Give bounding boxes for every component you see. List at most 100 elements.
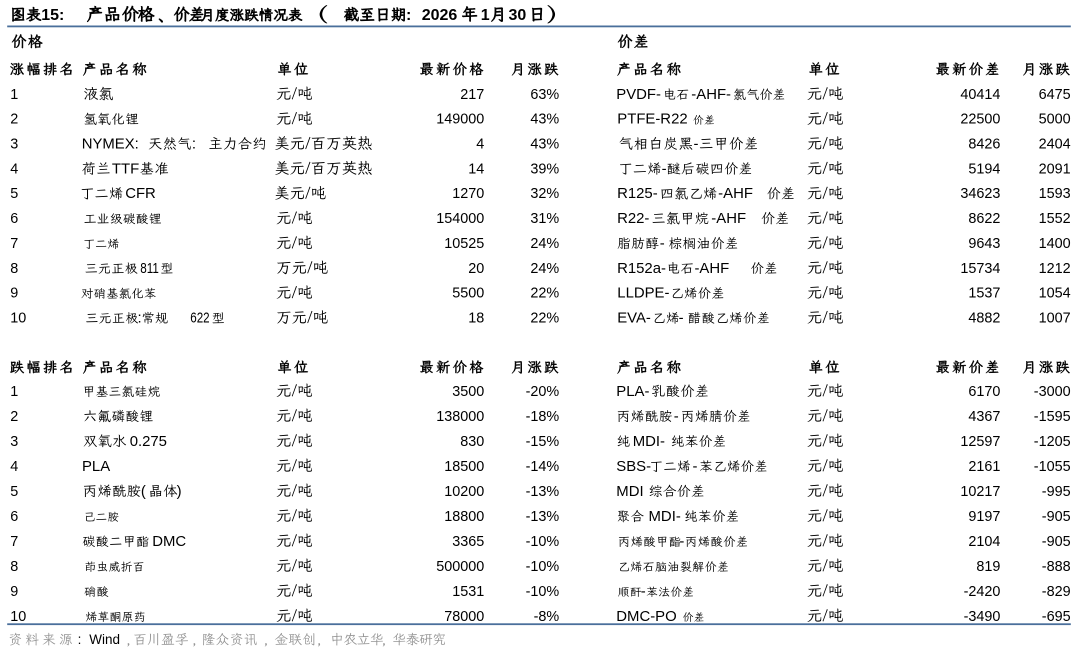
svg-text:1: 1 xyxy=(10,384,18,400)
svg-text:10: 10 xyxy=(10,609,26,625)
svg-text:22500: 22500 xyxy=(960,112,1000,128)
svg-text:3365: 3365 xyxy=(452,534,484,550)
svg-text:10217: 10217 xyxy=(960,484,1000,500)
svg-text::: : xyxy=(138,310,142,326)
svg-text:6: 6 xyxy=(10,211,18,227)
svg-text:-20%: -20% xyxy=(526,384,560,400)
svg-text:4: 4 xyxy=(476,137,484,153)
svg-text:5: 5 xyxy=(10,484,18,500)
svg-text:14: 14 xyxy=(468,161,484,177)
svg-text:18800: 18800 xyxy=(444,509,484,525)
svg-text:-: - xyxy=(679,534,684,550)
svg-text:5500: 5500 xyxy=(452,286,484,302)
svg-text:): ) xyxy=(177,484,182,500)
svg-text:PTFE-R22: PTFE-R22 xyxy=(617,112,687,128)
svg-text:5194: 5194 xyxy=(968,161,1000,177)
svg-text:18: 18 xyxy=(468,310,484,326)
svg-text:811: 811 xyxy=(140,261,159,277)
svg-text:24%: 24% xyxy=(530,261,559,277)
svg-text:1537: 1537 xyxy=(968,286,1000,302)
svg-text:34623: 34623 xyxy=(960,186,1000,202)
svg-text:DMC: DMC xyxy=(152,534,186,550)
svg-text:-10%: -10% xyxy=(526,559,560,575)
svg-text:2: 2 xyxy=(10,112,18,128)
svg-text:-: - xyxy=(662,161,667,177)
svg-text:1270: 1270 xyxy=(452,186,484,202)
svg-text:9: 9 xyxy=(10,286,18,302)
svg-text:9643: 9643 xyxy=(968,236,1000,252)
svg-text:2091: 2091 xyxy=(1039,161,1071,177)
svg-text:-: - xyxy=(679,310,684,326)
svg-text:-1595: -1595 xyxy=(1034,409,1071,425)
svg-text:9: 9 xyxy=(10,584,18,600)
svg-text:-1205: -1205 xyxy=(1034,434,1071,450)
svg-text:-3490: -3490 xyxy=(964,609,1001,625)
svg-text:PLA-: PLA- xyxy=(616,384,649,400)
svg-text::: : xyxy=(78,632,82,647)
svg-text:-995: -995 xyxy=(1042,484,1071,500)
svg-text:8: 8 xyxy=(10,261,18,277)
svg-text:EVA-: EVA- xyxy=(617,310,651,326)
svg-text:20: 20 xyxy=(468,261,484,277)
svg-text:-10%: -10% xyxy=(526,534,560,550)
svg-text:R152a-: R152a- xyxy=(617,261,666,277)
svg-text:78000: 78000 xyxy=(444,609,484,625)
svg-text:10525: 10525 xyxy=(444,236,484,252)
svg-text:40414: 40414 xyxy=(960,87,1000,103)
svg-text:5000: 5000 xyxy=(1039,112,1071,128)
svg-text:217: 217 xyxy=(460,87,484,103)
svg-text:1400: 1400 xyxy=(1039,236,1071,252)
svg-text:R22-: R22- xyxy=(617,211,649,227)
svg-text:-: - xyxy=(674,409,679,425)
svg-text:39%: 39% xyxy=(530,161,559,177)
svg-text:5: 5 xyxy=(10,186,18,202)
svg-text:154000: 154000 xyxy=(436,211,484,227)
svg-text:1212: 1212 xyxy=(1039,261,1071,277)
svg-text:15734: 15734 xyxy=(960,261,1000,277)
svg-text:-: - xyxy=(693,459,698,475)
svg-text:830: 830 xyxy=(460,434,484,450)
svg-text:1531: 1531 xyxy=(452,584,484,600)
svg-text:DMC-PO: DMC-PO xyxy=(616,609,676,625)
svg-text:-3000: -3000 xyxy=(1034,384,1071,400)
svg-text:1054: 1054 xyxy=(1039,286,1071,302)
svg-text:31%: 31% xyxy=(530,211,559,227)
svg-text:-AHF: -AHF xyxy=(718,186,753,202)
svg-text:MDI-: MDI- xyxy=(649,509,681,525)
svg-text:-13%: -13% xyxy=(526,484,560,500)
svg-text:43%: 43% xyxy=(530,112,559,128)
svg-text:138000: 138000 xyxy=(436,409,484,425)
svg-text:3500: 3500 xyxy=(452,384,484,400)
svg-text:18500: 18500 xyxy=(444,459,484,475)
svg-text:43%: 43% xyxy=(530,137,559,153)
svg-text:0.275: 0.275 xyxy=(130,434,167,450)
svg-text:-: - xyxy=(694,137,699,153)
svg-text:8622: 8622 xyxy=(968,211,1000,227)
svg-text:-2420: -2420 xyxy=(964,584,1001,600)
svg-text:MDI: MDI xyxy=(616,484,643,500)
svg-text:8: 8 xyxy=(10,559,18,575)
svg-text:-905: -905 xyxy=(1042,509,1071,525)
svg-text:4: 4 xyxy=(10,459,18,475)
svg-text:2404: 2404 xyxy=(1039,137,1071,153)
svg-text:-905: -905 xyxy=(1042,534,1071,550)
svg-text:622: 622 xyxy=(190,310,209,326)
svg-text:2161: 2161 xyxy=(968,459,1000,475)
svg-text:-15%: -15% xyxy=(526,434,560,450)
svg-text:MDI-: MDI- xyxy=(633,434,665,450)
svg-text:-829: -829 xyxy=(1042,584,1071,600)
svg-text:32%: 32% xyxy=(530,186,559,202)
svg-text:6: 6 xyxy=(10,509,18,525)
svg-text:15:: 15: xyxy=(41,7,64,24)
svg-text:12597: 12597 xyxy=(960,434,1000,450)
svg-text:-: - xyxy=(660,236,665,252)
svg-text::: : xyxy=(406,7,411,24)
svg-text:1007: 1007 xyxy=(1039,310,1071,326)
svg-text:PVDF-: PVDF- xyxy=(616,87,661,103)
svg-text:1: 1 xyxy=(481,7,490,24)
svg-text:149000: 149000 xyxy=(436,112,484,128)
svg-text:30: 30 xyxy=(509,7,527,24)
svg-text:4: 4 xyxy=(10,161,18,177)
svg-text:-18%: -18% xyxy=(526,409,560,425)
svg-text:-13%: -13% xyxy=(526,509,560,525)
